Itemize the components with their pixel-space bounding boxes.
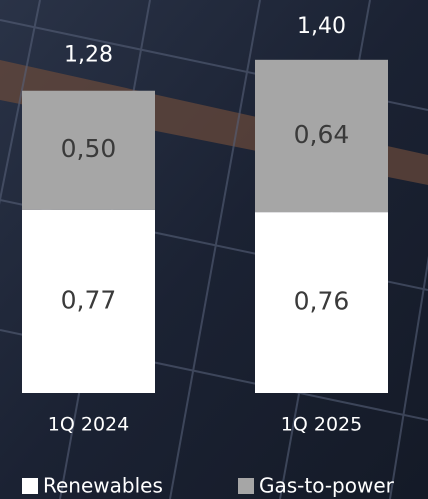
plot-area: 0,77 0,50 1,28 1Q 2024 0,76 0,64 1,40 1Q 2025 Re… (22, 14, 395, 498)
value-label: 0,64 (294, 120, 350, 149)
bar-segment (22, 90, 155, 210)
legend-label: Gas-to-power (259, 474, 395, 498)
bar-segment (22, 209, 155, 393)
total-label: 1,28 (64, 42, 113, 67)
x-tick-label: 1Q 2024 (48, 414, 129, 436)
bar-segment (255, 59, 388, 213)
legend-swatch (22, 478, 38, 494)
x-tick-label: 1Q 2025 (281, 414, 362, 436)
value-label: 0,77 (61, 285, 117, 314)
bar-segment (255, 212, 388, 393)
value-label: 0,50 (61, 134, 117, 163)
legend-label: Renewables (43, 474, 163, 498)
value-label: 0,76 (294, 287, 350, 316)
legend-swatch (238, 478, 254, 494)
total-label: 1,40 (297, 14, 346, 39)
